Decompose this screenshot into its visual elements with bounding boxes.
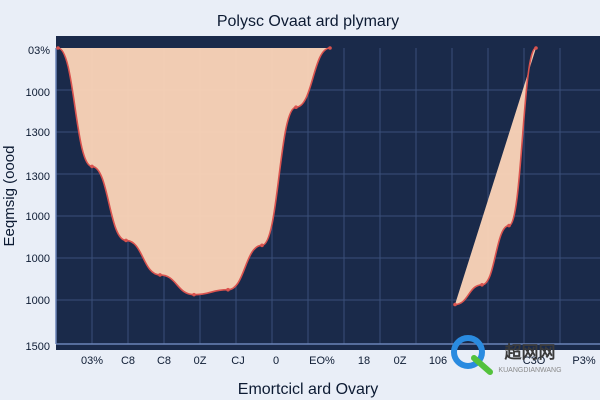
y-tick-label: 1300 — [26, 127, 50, 139]
x-tick-label: CJ — [231, 355, 244, 367]
x-tick-label: 18 — [358, 355, 370, 367]
y-axis-panel — [0, 36, 56, 350]
left-series-point — [260, 243, 264, 248]
y-tick-label: 1000 — [26, 87, 50, 99]
y-tick-label: 03% — [28, 45, 50, 57]
x-axis-panel — [0, 350, 600, 400]
y-axis-label: Eeqmsig (oood — [1, 146, 18, 247]
left-series-point — [158, 273, 162, 277]
left-series-point — [56, 46, 60, 50]
watermark-q-icon — [451, 335, 485, 369]
title-band — [0, 0, 600, 36]
watermark-logo: 超网网 KUANGDIANWANG — [451, 335, 562, 375]
watermark-leaf-icon — [471, 355, 493, 375]
x-tick-label: C3O — [523, 355, 546, 367]
x-tick-label: 0Z — [394, 355, 407, 367]
left-series-point — [90, 164, 94, 169]
left-series-point — [124, 238, 128, 243]
x-tick-label: 03% — [81, 355, 103, 367]
x-tick-label: 0 — [273, 355, 279, 367]
right-series-area — [455, 48, 536, 305]
left-series-point — [294, 105, 298, 109]
series-areas — [56, 46, 538, 307]
right-series-point — [453, 302, 457, 307]
left-series-point — [328, 46, 332, 50]
x-tick-label: EO% — [309, 355, 335, 367]
x-tick-label: C8 — [121, 355, 135, 367]
x-tick-label: 0Z — [194, 355, 207, 367]
chart-title: Polysc Ovaat ard plymary — [217, 13, 399, 30]
y-tick-label: 1300 — [26, 171, 50, 183]
x-tick-label: C8 — [157, 355, 171, 367]
x-tick-label: P3% — [572, 355, 595, 367]
left-series-point — [192, 292, 196, 297]
left-series-area — [58, 48, 330, 295]
watermark-subtext: KUANGDIANWANG — [498, 367, 561, 374]
right-series-line — [454, 47, 537, 306]
x-tick-labels: 03% C8 C8 0Z CJ 0 EO% 18 0Z 106 C3O P3% — [81, 355, 596, 367]
x-tick-label: 106 — [429, 355, 447, 367]
y-tick-label: 1500 — [26, 341, 50, 353]
right-series-point — [507, 223, 511, 228]
right-series-point — [480, 283, 484, 287]
y-tick-label: 1000 — [26, 253, 50, 265]
watermark-text: 超网网 — [505, 342, 556, 362]
y-tick-label: 1000 — [26, 295, 50, 307]
y-tick-labels: 03% 1000 1300 1300 1000 1000 1000 1500 — [26, 45, 51, 353]
left-series-point — [226, 287, 230, 292]
right-series-point — [534, 46, 538, 50]
x-axis-label: Emortcicl ard Ovary — [238, 381, 378, 398]
y-tick-label: 1000 — [26, 211, 50, 223]
